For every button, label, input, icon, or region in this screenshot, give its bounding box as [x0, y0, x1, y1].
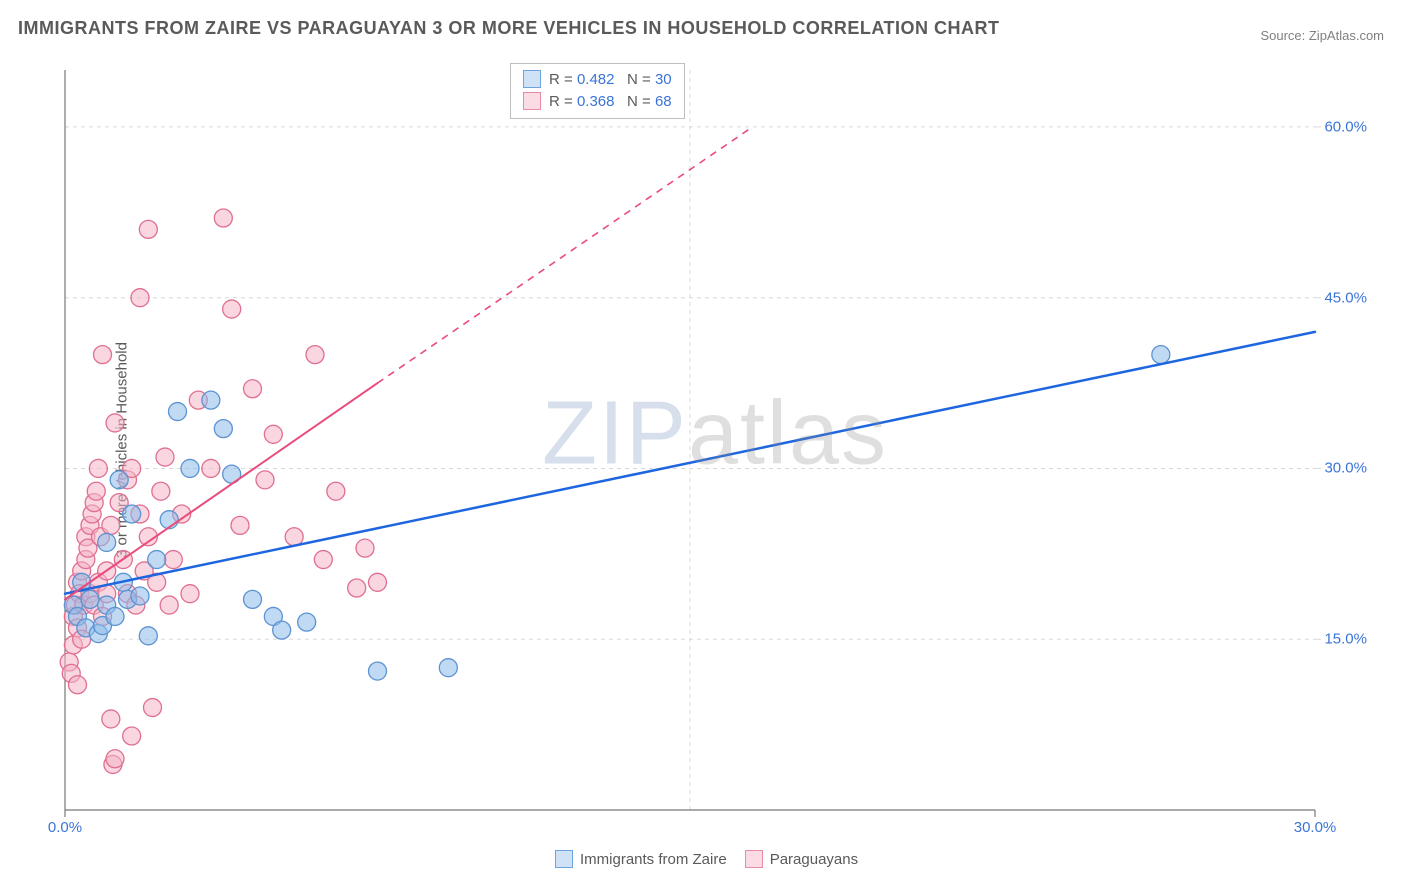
y-tick-label: 30.0%: [1324, 460, 1367, 477]
stats-text: R = 0.482 N = 30: [549, 71, 672, 88]
x-tick-label: 30.0%: [1294, 819, 1337, 836]
plot-area: ZIPatlas R = 0.482 N = 30R = 0.368 N = 6…: [55, 60, 1375, 840]
legend-item: Immigrants from Zaire: [555, 850, 727, 868]
legend-item: Paraguayans: [745, 850, 858, 868]
y-tick-label: 45.0%: [1324, 289, 1367, 306]
legend-label: Paraguayans: [770, 851, 858, 868]
y-tick-label: 15.0%: [1324, 631, 1367, 648]
scatter-svg: [55, 60, 1375, 840]
legend-label: Immigrants from Zaire: [580, 851, 727, 868]
stats-row: R = 0.482 N = 30: [523, 68, 672, 90]
legend-swatch: [555, 850, 573, 868]
stats-text: R = 0.368 N = 68: [549, 93, 672, 110]
legend-swatch: [523, 92, 541, 110]
legend-swatch: [745, 850, 763, 868]
stats-legend-box: R = 0.482 N = 30 R = 0.368 N = 68: [510, 63, 685, 119]
legend-swatch: [523, 70, 541, 88]
series-legend: Immigrants from Zaire Paraguayans: [555, 850, 858, 868]
source-label: Source: ZipAtlas.com: [1260, 28, 1384, 43]
x-tick-label: 0.0%: [48, 819, 82, 836]
y-tick-label: 60.0%: [1324, 118, 1367, 135]
chart-title: IMMIGRANTS FROM ZAIRE VS PARAGUAYAN 3 OR…: [18, 18, 1000, 39]
stats-row: R = 0.368 N = 68: [523, 90, 672, 112]
